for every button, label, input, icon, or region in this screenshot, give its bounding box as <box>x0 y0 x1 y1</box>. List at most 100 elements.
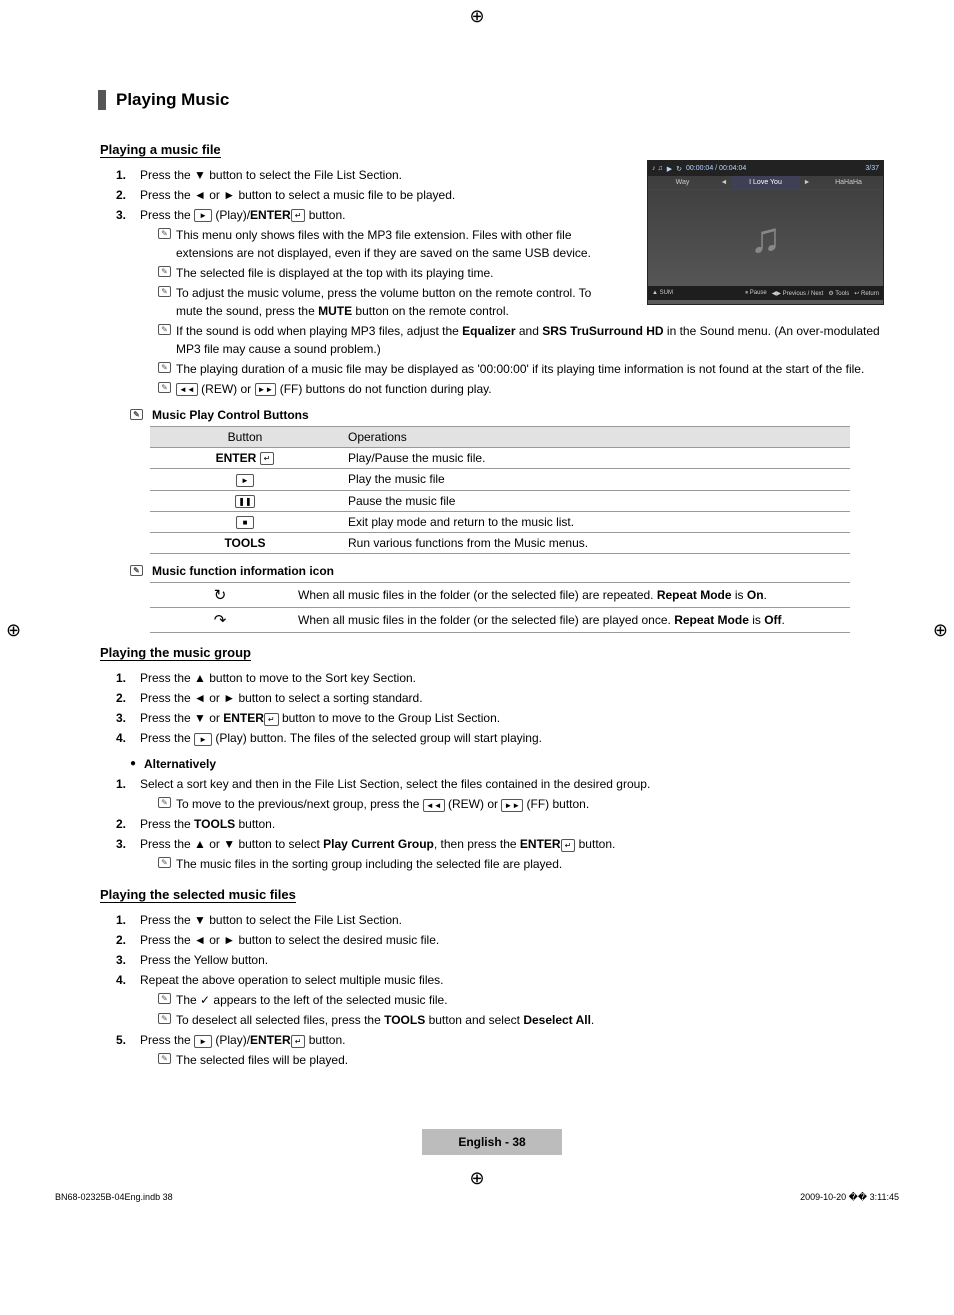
note: ✎◄◄ (REW) or ►► (FF) buttons do not func… <box>158 380 884 398</box>
subheading-alternatively: Alternatively <box>130 757 884 771</box>
step: 1.Select a sort key and then in the File… <box>126 775 884 813</box>
step: 3.Press the ▼ or ENTER↵ button to move t… <box>126 709 884 727</box>
tools-label: TOOLS <box>384 1013 425 1027</box>
play-group-label: Play Current Group <box>323 837 434 851</box>
info-icon-table: ↻When all music files in the folder (or … <box>150 582 850 633</box>
subheading-label: Music function information icon <box>152 564 334 578</box>
deselect-label: Deselect All <box>523 1013 591 1027</box>
step: 2.Press the ◄ or ► button to select the … <box>126 931 884 949</box>
note-icon: ✎ <box>158 993 171 1004</box>
enter-icon: ↵ <box>291 1035 306 1048</box>
enter-icon: ↵ <box>260 452 275 465</box>
enter-icon: ↵ <box>291 209 306 222</box>
music-player-screenshot: ♪ ♫ ▶ ↻ 00:00:04 / 00:04:04 3/37 Way ◄ I… <box>647 160 884 305</box>
cell-op: Pause the music file <box>340 490 850 511</box>
step-text: Press the ▲ button to move to the Sort k… <box>140 671 416 685</box>
note: ✎ The playing duration of a music file ma… <box>158 360 884 378</box>
mute-label: MUTE <box>318 304 352 318</box>
notes: ✎The ✓ appears to the left of the select… <box>158 991 884 1029</box>
note: ✎The ✓ appears to the left of the select… <box>158 991 884 1009</box>
note-icon: ✎ <box>158 362 171 373</box>
current-track: I Love You <box>731 176 800 189</box>
step-num: 4. <box>116 971 126 989</box>
reg-mark-top: ⊕ <box>469 6 484 27</box>
step: 5.Press the ► (Play)/ENTER↵ button. ✎The… <box>126 1031 884 1069</box>
note-icon: ✎ <box>130 409 143 420</box>
ff-icon: ►► <box>501 799 523 812</box>
info-icon-cell: ↷ <box>150 608 290 633</box>
note-icon: ✎ <box>158 857 171 868</box>
ff-icon: ►► <box>255 383 277 396</box>
title-block: Playing Music <box>98 90 884 110</box>
page-footer: English - 38 <box>422 1129 562 1155</box>
step: 1.Press the ▼ button to select the File … <box>126 166 600 184</box>
subheading-info-icon: ✎ Music function information icon <box>130 564 884 578</box>
note-icon: ✎ <box>158 286 171 297</box>
player-art: ♫ <box>648 190 883 286</box>
player-tools-hint: ⚙ Tools <box>828 290 849 297</box>
rew-icon: ◄◄ <box>423 799 445 812</box>
step-num: 1. <box>116 911 126 929</box>
info-text-cell: When all music files in the folder (or t… <box>290 583 850 608</box>
th-button: Button <box>150 427 340 448</box>
step-text: button. <box>235 817 275 831</box>
note-icon: ✎ <box>158 1013 171 1024</box>
step-text: Repeat the above operation to select mul… <box>140 973 444 987</box>
table-row: ButtonOperations <box>150 427 850 448</box>
step-text: Press the ◄ or ► button to select a sort… <box>140 691 423 705</box>
note: ✎The selected file is displayed at the t… <box>158 264 600 282</box>
notes: ✎The selected files will be played. <box>158 1051 884 1069</box>
note-text: If the sound is odd when playing MP3 fil… <box>176 324 462 338</box>
enter-icon: ↵ <box>264 713 279 726</box>
cell-button: ❚❚ <box>150 490 340 511</box>
note: ✎The music files in the sorting group in… <box>158 855 884 873</box>
note-icon: ✎ <box>158 266 171 277</box>
play-icon: ► <box>194 733 212 746</box>
tools-label: TOOLS <box>224 536 265 550</box>
t: When all music files in the folder (or t… <box>298 613 674 627</box>
section-heading-selected-files: Playing the selected music files <box>100 887 296 903</box>
eq-label: Equalizer <box>462 324 515 338</box>
player-play-icon: ▶ <box>667 165 672 173</box>
subheading-control-buttons: ✎Music Play Control Buttons <box>130 408 884 422</box>
step-text: (Play) button. The files of the selected… <box>212 731 542 745</box>
enter-label: ENTER <box>216 451 257 465</box>
note-text: (REW) or <box>445 797 502 811</box>
note-icon: ✎ <box>158 1053 171 1064</box>
note: ✎To move to the previous/next group, pre… <box>158 795 884 813</box>
th-op: Operations <box>340 427 850 448</box>
step-num: 3. <box>116 835 126 853</box>
enter-label: ENTER <box>223 711 264 725</box>
cell-op: Play/Pause the music file. <box>340 448 850 469</box>
note-text: button on the remote control. <box>352 304 509 318</box>
player-time: 00:00:04 / 00:04:04 <box>686 165 746 172</box>
step-num: 3. <box>116 951 126 969</box>
t: Repeat Mode <box>657 588 732 602</box>
steps-playing-file-wide: ✎ If the sound is odd when playing MP3 fi… <box>126 322 884 398</box>
play-icon: ► <box>194 1035 212 1048</box>
step-text: Press the <box>140 817 194 831</box>
step-num: 2. <box>116 689 126 707</box>
step: 1.Press the ▼ button to select the File … <box>126 911 884 929</box>
player-top-bar: ♪ ♫ ▶ ↻ 00:00:04 / 00:04:04 3/37 <box>648 161 883 176</box>
cell-op: Play the music file <box>340 469 850 490</box>
page-title: Playing Music <box>116 90 884 110</box>
step: 3.Press the Yellow button. <box>126 951 884 969</box>
section-heading-music-group: Playing the music group <box>100 645 251 661</box>
rew-icon: ◄◄ <box>176 383 198 396</box>
note-text: and <box>516 324 543 338</box>
t: When all music files in the folder (or t… <box>298 588 657 602</box>
t: is <box>749 613 764 627</box>
note-text: The playing duration of a music file may… <box>176 362 864 376</box>
table-row: ↻When all music files in the folder (or … <box>150 583 850 608</box>
step-text: button. <box>305 1033 345 1047</box>
table-row: ENTER ↵ Play/Pause the music file. <box>150 448 850 469</box>
step-text: button. <box>305 208 345 222</box>
step-text: , then press the <box>434 837 520 851</box>
t: On <box>747 588 764 602</box>
t: is <box>732 588 747 602</box>
step-num: 5. <box>116 1031 126 1049</box>
tools-label: TOOLS <box>194 817 235 831</box>
note-icon: ✎ <box>130 565 143 576</box>
prev-icon: ◄ <box>717 176 731 189</box>
